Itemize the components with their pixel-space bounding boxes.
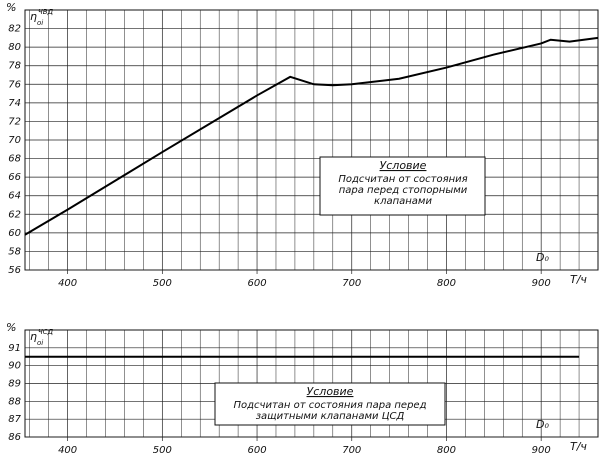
y-label-superscript: ЧСД [38, 328, 54, 336]
note-line: Подсчитан от состояния пара перед [234, 400, 427, 411]
note-line: пара перед стопорными [339, 185, 468, 196]
y-tick-label: 76 [8, 79, 21, 90]
x-tick-label: 900 [532, 278, 551, 289]
x-unit: T/ч [570, 440, 587, 453]
x-unit: T/ч [570, 273, 587, 286]
y-label-superscript: ЧВД [38, 8, 54, 16]
y-tick-label: 58 [8, 246, 21, 257]
x-tick-label: 700 [342, 445, 361, 456]
y-label-subscript: oi [37, 19, 43, 27]
x-label: D₀ [536, 251, 549, 264]
y-tick-label: 60 [8, 228, 21, 239]
x-tick-label: 500 [153, 445, 172, 456]
chart: 56 58 60 62 64 66 68 70 72 74 76 78 80 82 400 500 600 700… [6, 1, 599, 289]
y-tick-label: 91 [8, 343, 21, 354]
y-label: η [30, 10, 37, 23]
note-title: Условие [380, 159, 427, 172]
note-title: Условие [307, 385, 354, 398]
y-tick-label: 82 [8, 24, 21, 35]
y-tick-label: 80 [8, 42, 21, 53]
y-tick-label: 89 [8, 379, 21, 390]
note-box [319, 156, 486, 216]
y-unit: % [6, 321, 16, 334]
y-tick-label: 72 [8, 116, 21, 127]
note-line: Подсчитан от состояния [338, 174, 467, 185]
x-tick-label: 400 [58, 445, 77, 456]
x-label: D₀ [536, 418, 549, 431]
x-tick-label: 500 [153, 278, 172, 289]
y-tick-label: 56 [8, 265, 21, 276]
x-tick-label: 700 [342, 278, 361, 289]
x-tick-label: 800 [437, 278, 456, 289]
y-tick-label: 70 [8, 135, 21, 146]
y-label: η [30, 330, 37, 343]
y-tick-label: 62 [8, 209, 21, 220]
note-box [214, 382, 446, 426]
y-unit: % [6, 1, 16, 14]
x-tick-label: 800 [437, 445, 456, 456]
y-tick-label: 88 [8, 396, 21, 407]
y-tick-label: 68 [8, 154, 21, 165]
x-tick-label: 400 [58, 278, 77, 289]
y-tick-label: 64 [8, 191, 21, 202]
x-tick-label: 600 [247, 445, 266, 456]
y-tick-label: 78 [8, 61, 21, 72]
note-line: защитными клапанами ЦСД [256, 411, 405, 422]
chart: 86 87 88 89 90 91 400 500 600 700 800 900 T/ч D₀% η ЧСД… [6, 321, 599, 456]
note-line: клапанами [374, 196, 432, 207]
y-tick-label: 86 [8, 432, 21, 443]
y-label-subscript: oi [37, 339, 43, 347]
y-tick-label: 87 [8, 414, 21, 425]
data-line [24, 36, 599, 236]
x-tick-label: 900 [532, 445, 551, 456]
y-tick-label: 90 [8, 361, 21, 372]
x-tick-label: 600 [247, 278, 266, 289]
y-tick-label: 74 [8, 98, 21, 109]
y-tick-label: 66 [8, 172, 21, 183]
